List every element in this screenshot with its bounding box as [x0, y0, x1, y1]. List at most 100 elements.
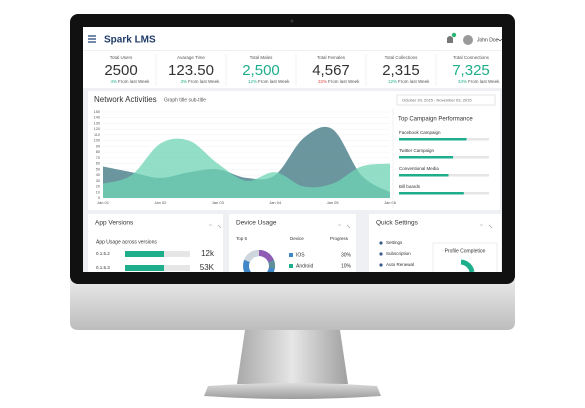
camera	[290, 19, 294, 23]
y-tick-label: 100	[94, 139, 100, 143]
device-value: 30%	[341, 252, 352, 258]
stat-value: 2500	[104, 62, 137, 79]
y-tick-label: 80	[96, 150, 100, 154]
usage-bar	[125, 251, 164, 257]
campaign-name: Conventional Media	[399, 166, 439, 171]
panel-subtitle: Graph title sub-title	[164, 97, 206, 103]
profile-box	[432, 242, 498, 272]
setting-item[interactable]: Subscription	[386, 251, 411, 256]
y-tick-label: 0	[98, 196, 100, 200]
area-chart: 0102030405060708090100110120130140150Jan…	[94, 110, 397, 205]
x-tick-label: Jan 05	[327, 200, 340, 205]
x-tick-label: Jan 02	[154, 200, 167, 205]
stat-value: 2,315	[382, 62, 420, 79]
setting-icon	[379, 263, 383, 267]
stand-base	[204, 383, 381, 399]
stats-row	[83, 51, 502, 88]
stat-label: Total Connections	[453, 55, 490, 60]
y-tick-label: 30	[96, 179, 100, 183]
stat-value: 2,500	[242, 62, 280, 79]
panel-title: Quick Settings	[376, 220, 419, 227]
setting-icon	[379, 252, 383, 256]
profile-arc	[460, 259, 475, 272]
usage-value: 53K	[200, 263, 215, 272]
progress-bar	[399, 138, 467, 141]
app-versions-panel	[88, 214, 223, 272]
setting-icon	[379, 241, 383, 245]
stat-note: From last Week	[328, 79, 360, 84]
usage-bar	[125, 265, 164, 271]
panel-title: Network Activities	[94, 95, 157, 104]
stat-value: 4,567	[312, 62, 350, 79]
stat-change: 12%	[388, 79, 397, 84]
avatar[interactable]	[463, 35, 473, 45]
date-range[interactable]: October 20, 2015 - November 03, 2015	[402, 98, 472, 103]
y-tick-label: 150	[94, 110, 100, 114]
subtitle: App Usage across versions	[96, 239, 157, 245]
menu-icon[interactable]	[88, 35, 96, 43]
setting-item[interactable]: Settings	[386, 240, 403, 245]
area	[103, 138, 390, 198]
stat-change: 12%	[248, 79, 257, 84]
device-name: IOS	[296, 252, 305, 258]
column-header: Progress	[330, 236, 349, 241]
y-tick-label: 10	[96, 190, 100, 194]
logo[interactable]: Spark LMS	[104, 35, 156, 46]
settings-list: Settings Subscription Auto Renewal	[379, 240, 414, 267]
campaign-name: Twitter Campaign	[399, 148, 435, 153]
y-tick-label: 40	[96, 173, 100, 177]
legend-swatch	[289, 253, 293, 257]
donut	[243, 250, 276, 272]
version: 0.1.5.2	[96, 251, 110, 256]
version: 0.1.5.3	[96, 265, 110, 270]
stat-note: From last Week	[118, 79, 150, 84]
y-tick-label: 130	[94, 121, 100, 125]
stat-value: 123.50	[168, 62, 214, 79]
badge	[451, 32, 457, 38]
x-tick-label: Jan 01	[97, 200, 110, 205]
stat-label: Total Females	[317, 55, 346, 60]
x-tick-label: Jan 06	[384, 200, 397, 205]
stat-value: 7,325	[452, 62, 490, 79]
caret	[497, 38, 502, 42]
stat-change: 32%	[318, 79, 327, 84]
campaign-list: Facebook Campaign Twitter Campaign Convent…	[399, 130, 489, 195]
y-tick-label: 60	[96, 162, 100, 166]
y-tick-label: 70	[96, 156, 100, 160]
device-name: Android	[296, 263, 313, 269]
stand-neck	[237, 330, 348, 384]
y-tick-label: 50	[96, 167, 100, 171]
stat-label: Total Collections	[385, 55, 419, 60]
legend-swatch	[289, 264, 293, 268]
panel-title: Device Usage	[236, 220, 277, 227]
stat-note: From last Week	[468, 79, 500, 84]
monitor-chin	[70, 280, 515, 330]
stat-change: 4%	[110, 79, 117, 84]
y-tick-label: 20	[96, 185, 100, 189]
panel-icons	[209, 224, 493, 229]
campaign-name: Bill boards	[399, 184, 421, 189]
panel-title: App Versions	[95, 220, 134, 227]
stat-note: From last Week	[398, 79, 430, 84]
stat-change: 34%	[458, 79, 467, 84]
setting-item[interactable]: Auto Renewal	[386, 262, 414, 267]
progress-bar	[399, 174, 449, 177]
column-header: Device	[290, 236, 304, 241]
campaign-title: Top Campaign Performance	[398, 117, 473, 123]
x-tick-label: Jan 04	[269, 200, 282, 205]
bell-icon[interactable]	[447, 36, 453, 43]
stat-label: Total Users	[110, 55, 133, 60]
x-tick-label: Jan 03	[212, 200, 225, 205]
usage-value: 12k	[201, 249, 215, 258]
user-name[interactable]: John Doe	[477, 37, 499, 43]
stat-change: 3%	[180, 79, 187, 84]
device-value: 10%	[341, 263, 352, 269]
y-tick-label: 110	[94, 133, 100, 137]
column-header: Top 5	[236, 236, 248, 241]
progress-bar	[399, 192, 464, 195]
stat-label: Total Males	[250, 55, 274, 60]
date-picker[interactable]	[396, 94, 496, 106]
app-rows: 0.1.5.2 12k 0.1.5.3 53K	[96, 249, 215, 272]
